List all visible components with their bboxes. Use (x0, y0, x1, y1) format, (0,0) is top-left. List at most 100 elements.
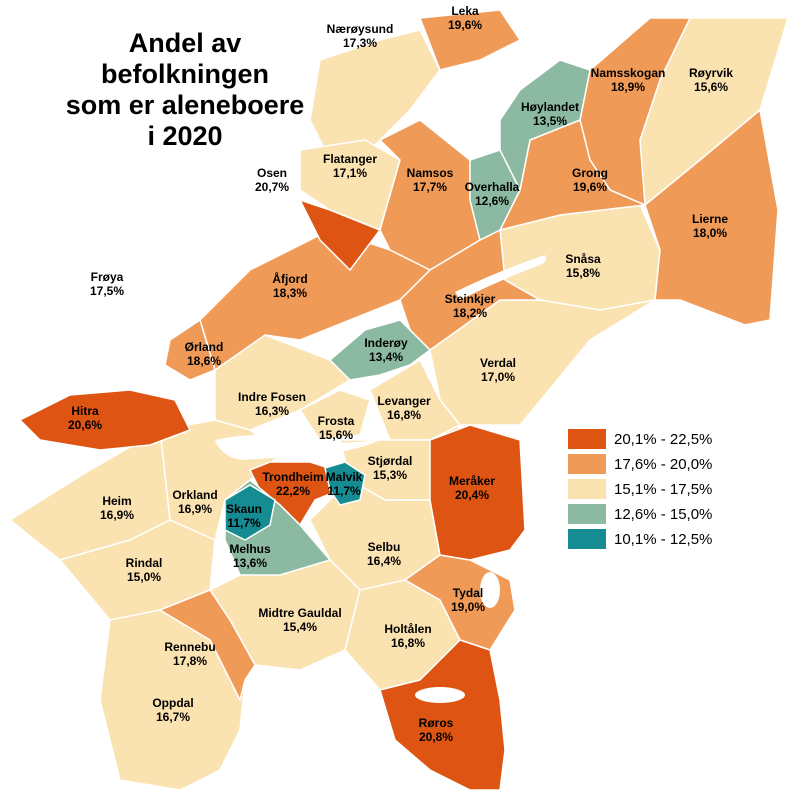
municipality-value: 13,4% (368, 350, 404, 364)
municipality-label: Midtre Gauldal 15,4% (258, 606, 341, 634)
municipality-value: 13,5% (532, 114, 568, 128)
region-leka (419, 9, 521, 71)
region-skaun (224, 484, 276, 541)
municipality-value: 15,4% (282, 620, 318, 634)
legend: 20,1% - 22,5% 17,6% - 20,0% 15,1% - 17,5… (568, 428, 712, 553)
municipality-name: Snåsa (565, 252, 601, 266)
legend-item: 17,6% - 20,0% (568, 453, 712, 475)
municipality-name: Nærøysund (326, 22, 394, 36)
municipality-value: 11,7% (327, 484, 361, 498)
region-hitra (19, 389, 191, 451)
legend-item: 12,6% - 15,0% (568, 503, 712, 525)
municipality-label: Rindal 15,0% (126, 556, 163, 584)
municipality-name: Oppdal (152, 696, 194, 710)
municipality-label: Orkland 16,9% (172, 488, 217, 516)
municipality-value: 20,6% (67, 418, 103, 432)
municipality-value: 18,3% (272, 286, 308, 300)
municipality-name: Steinkjer (444, 292, 496, 306)
municipality-label: Namsos 17,7% (407, 166, 454, 194)
municipality-name: Leka (451, 4, 479, 18)
municipality-value: 17,1% (332, 166, 368, 180)
municipality-label: Levanger 16,8% (377, 394, 430, 422)
municipality-name: Midtre Gauldal (258, 606, 342, 620)
municipality-value: 15,3% (372, 468, 408, 482)
region-meraker (429, 424, 526, 561)
municipality-label: Rennebu 17,8% (164, 640, 215, 668)
region-overhalla (469, 149, 521, 241)
municipality-name: Røros (418, 716, 454, 730)
municipality-label: Inderøy 13,4% (364, 336, 407, 364)
municipality-label: Skaun 11,7% (226, 502, 262, 530)
municipality-name: Stjørdal (367, 454, 413, 468)
municipality-label: Heim 16,9% (100, 494, 134, 522)
title-line-2: befolkningen (101, 59, 269, 89)
region-orland (164, 319, 216, 381)
legend-swatch (568, 479, 606, 499)
municipality-name: Tydal (452, 586, 484, 600)
municipality-value: 18,6% (186, 354, 222, 368)
municipality-name: Levanger (377, 394, 431, 408)
municipality-label: Nærøysund 17,3% (327, 22, 394, 50)
municipality-name: Høylandet (520, 100, 580, 114)
municipality-name: Ørland (184, 340, 224, 354)
municipality-label: Ørland 18,6% (185, 340, 224, 368)
municipality-value: 11,7% (227, 516, 261, 530)
municipality-label: Trondheim 22,2% (262, 470, 323, 498)
municipality-value: 18,0% (692, 226, 728, 240)
roros-lake (415, 687, 465, 703)
municipality-value: 16,9% (99, 508, 135, 522)
municipality-name: Melhus (229, 542, 271, 556)
municipality-label: Hitra 20,6% (68, 404, 102, 432)
municipality-name: Skaun (225, 502, 263, 516)
municipality-label: Frosta 15,6% (318, 414, 355, 442)
municipality-value: 15,6% (693, 80, 729, 94)
municipality-name: Overhalla (464, 180, 520, 194)
map-title: Andel av befolkningen som er aleneboere … (40, 28, 330, 152)
municipality-value: 12,6% (474, 194, 510, 208)
municipality-label: Selbu 16,4% (367, 540, 401, 568)
legend-label: 20,1% - 22,5% (614, 430, 713, 448)
municipality-value: 15,6% (318, 428, 354, 442)
municipality-label: Malvik 11,7% (326, 470, 363, 498)
region-rennebu (159, 589, 256, 701)
municipality-name: Meråker (448, 474, 496, 488)
municipality-value: 17,3% (342, 36, 378, 50)
municipality-label: Åfjord 18,3% (272, 272, 307, 300)
municipality-name: Orkland (172, 488, 218, 502)
municipality-label: Indre Fosen 16,3% (238, 390, 306, 418)
municipality-label: Flatanger 17,1% (323, 152, 377, 180)
municipality-value: 17,0% (480, 370, 516, 384)
municipality-label: Oppdal 16,7% (152, 696, 193, 724)
municipality-value: 17,5% (89, 284, 125, 298)
region-frosta (299, 389, 371, 441)
municipality-name: Namsskogan (590, 66, 666, 80)
municipality-name: Inderøy (364, 336, 408, 350)
municipality-label: Leka 19,6% (448, 4, 482, 32)
municipality-label: Røros 20,8% (419, 716, 454, 744)
municipality-name: Åfjord (272, 272, 308, 286)
snasa-lake (455, 255, 546, 300)
municipality-name: Osen (256, 166, 287, 180)
municipality-value: 17,8% (172, 654, 208, 668)
municipality-label: Osen 20,7% (255, 166, 289, 194)
region-hoylandet (499, 59, 591, 191)
municipality-label: Lierne 18,0% (692, 212, 728, 240)
municipality-label: Røyrvik 15,6% (689, 66, 733, 94)
legend-item: 10,1% - 12,5% (568, 528, 712, 550)
municipality-value: 19,0% (450, 600, 486, 614)
title-line-3: som er aleneboere (65, 90, 305, 120)
legend-swatch (568, 529, 606, 549)
municipality-label: Overhalla 12,6% (465, 180, 520, 208)
municipality-value: 16,8% (386, 408, 422, 422)
municipality-label: Stjørdal 15,3% (368, 454, 413, 482)
municipality-value: 18,9% (610, 80, 646, 94)
municipality-value: 17,7% (412, 180, 448, 194)
municipality-label: Høylandet 13,5% (521, 100, 579, 128)
municipality-value: 15,8% (565, 266, 601, 280)
municipality-name: Namsos (406, 166, 454, 180)
municipality-label: Namsskogan 18,9% (591, 66, 666, 94)
municipality-label: Steinkjer 18,2% (445, 292, 496, 320)
municipality-value: 19,6% (447, 18, 483, 32)
municipality-name: Frøya (90, 270, 124, 284)
